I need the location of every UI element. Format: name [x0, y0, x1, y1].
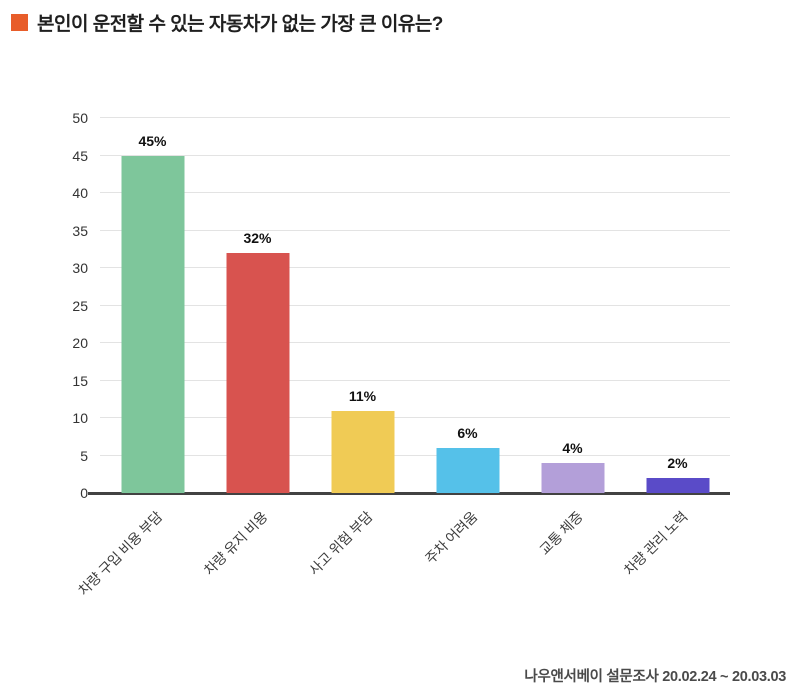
source-caption: 나우앤서베이 설문조사 20.02.24 ~ 20.03.03	[524, 669, 786, 685]
x-axis-label: 차량 유지 비용	[200, 508, 271, 579]
x-axis-label: 차량 구입 비용 부담	[75, 508, 166, 599]
chart-header: 본인이 운전할 수 있는 자동차가 없는 가장 큰 이유는?	[11, 9, 443, 36]
x-axis-label: 교통 체증	[535, 508, 586, 558]
bar-2	[226, 253, 289, 493]
bar-3	[331, 410, 394, 493]
y-tick-label: 40	[72, 185, 88, 201]
bar-value-label: 32%	[243, 230, 272, 246]
gridline	[100, 454, 730, 456]
gridline	[100, 117, 730, 118]
bar-value-label: 45%	[138, 132, 167, 149]
chart-footer: 나우앤서베이 설문조사 20.02.24 ~ 20.03.03	[524, 665, 786, 686]
bar-value-label: 2%	[667, 455, 688, 471]
y-tick-label: 0	[80, 485, 88, 501]
gridline	[100, 342, 730, 343]
bar-value-label: 4%	[562, 440, 583, 456]
gridline	[100, 304, 730, 306]
gridline	[100, 192, 730, 193]
y-tick-label: 20	[72, 335, 88, 351]
x-axis-label: 주차 어려움	[421, 508, 481, 567]
y-tick-label: 10	[72, 410, 88, 426]
gridline	[100, 267, 730, 268]
y-tick-label: 25	[72, 297, 88, 314]
y-tick-label: 50	[72, 110, 88, 126]
bar-1	[121, 155, 184, 493]
x-axis-label: 사고 위험 부담	[305, 508, 376, 579]
gridline	[100, 379, 730, 381]
bar-value-label: 6%	[457, 425, 478, 441]
y-tick-label: 35	[72, 222, 88, 239]
bar-4	[436, 448, 499, 493]
bar-value-label: 11%	[348, 387, 377, 404]
title-bullet-icon	[11, 14, 28, 31]
y-tick-label: 5	[80, 447, 88, 464]
x-axis-line	[88, 492, 730, 495]
x-axis-label: 차량 관리 노력	[620, 508, 691, 579]
gridline	[100, 229, 730, 231]
gridline	[100, 154, 730, 156]
chart-title: 본인이 운전할 수 있는 자동차가 없는 가장 큰 이유는?	[37, 14, 443, 35]
y-tick-label: 30	[72, 260, 88, 276]
gridline	[100, 417, 730, 418]
y-tick-label: 15	[72, 372, 88, 389]
y-tick-label: 45	[72, 147, 88, 164]
bar-6	[646, 478, 709, 493]
plot-area: 0 5 10 15 20 25 30 35 40 45 50 45% 차량 구입 비용 부담 32% 차량 …	[72, 111, 730, 599]
bar-5	[541, 463, 604, 493]
